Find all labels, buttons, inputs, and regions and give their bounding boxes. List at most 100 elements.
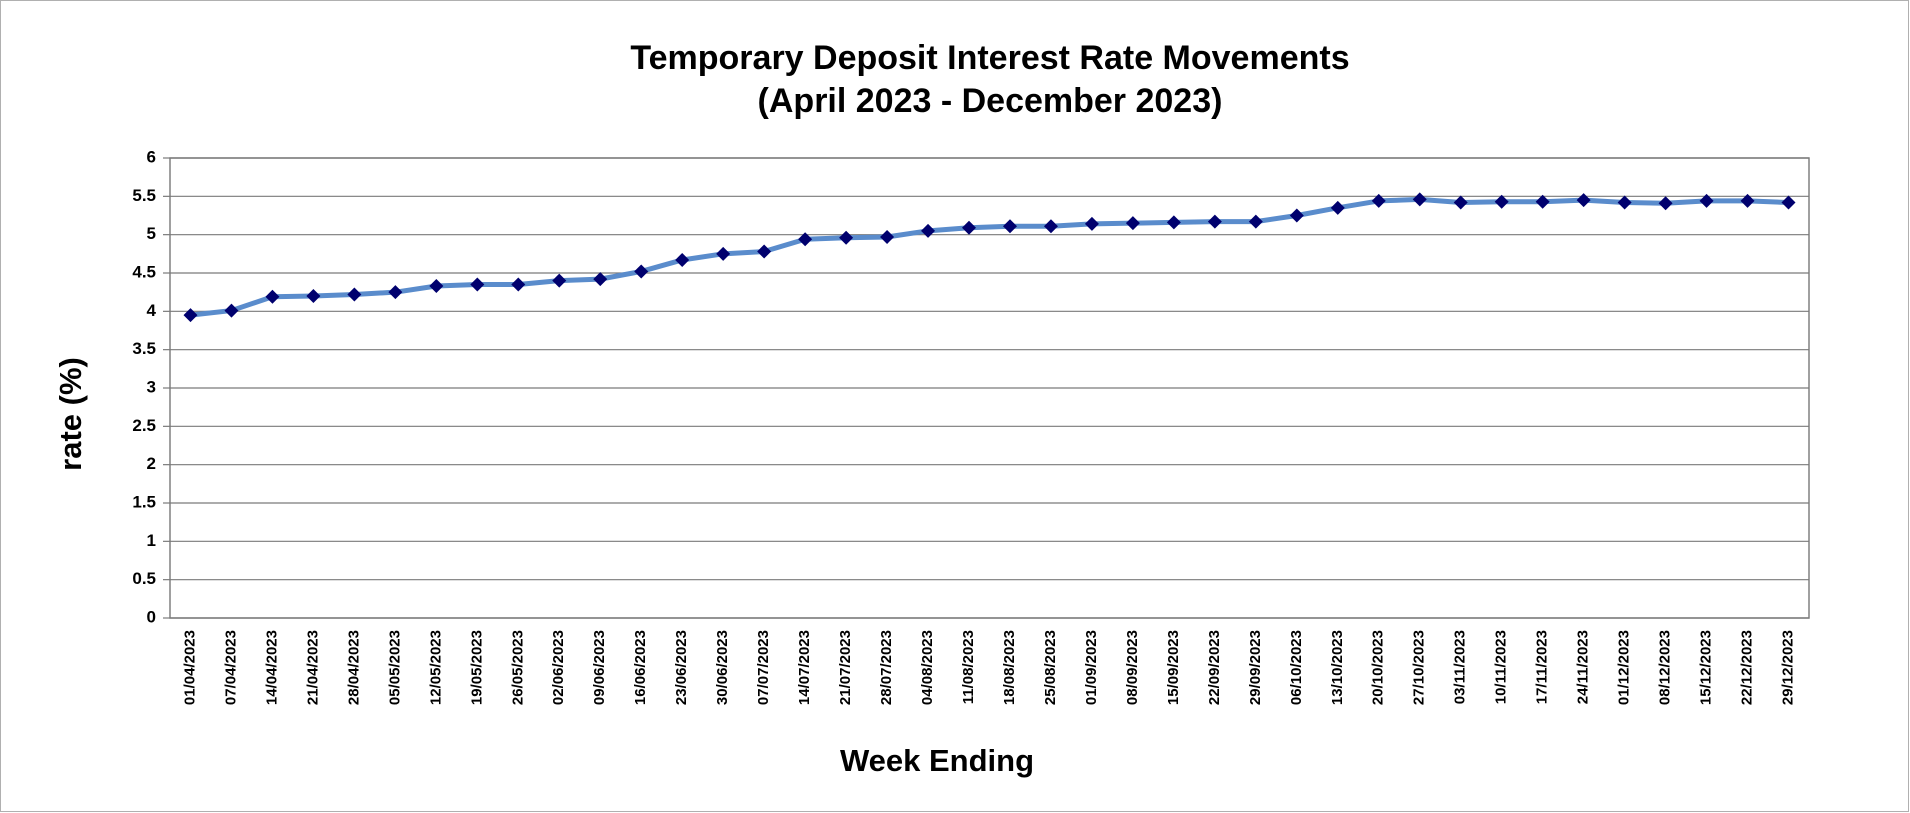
y-tick-label: 3.5 bbox=[132, 339, 156, 358]
x-axis-label: Week Ending bbox=[840, 743, 1034, 778]
data-point bbox=[1371, 193, 1386, 208]
x-tick-label: 23/06/2023 bbox=[673, 630, 690, 705]
x-tick-label: 29/12/2023 bbox=[1779, 630, 1796, 705]
x-tick-label: 07/07/2023 bbox=[755, 630, 772, 705]
data-point bbox=[921, 223, 936, 238]
data-point bbox=[511, 277, 526, 292]
y-tick-label: 5.5 bbox=[132, 186, 156, 205]
x-tick-label: 22/12/2023 bbox=[1739, 630, 1756, 705]
y-tick-label: 1.5 bbox=[132, 492, 156, 511]
x-tick-label: 06/10/2023 bbox=[1288, 630, 1305, 705]
data-point bbox=[1207, 214, 1222, 229]
y-tick-label: 2.5 bbox=[132, 416, 156, 435]
data-point bbox=[1658, 196, 1673, 211]
y-tick-label: 4 bbox=[147, 301, 157, 320]
data-point bbox=[1617, 195, 1632, 210]
x-tick-label: 04/08/2023 bbox=[919, 630, 936, 705]
y-tick-label: 0.5 bbox=[132, 569, 156, 588]
x-tick-label: 28/07/2023 bbox=[878, 630, 895, 705]
data-point bbox=[1084, 216, 1099, 231]
x-tick-label: 21/04/2023 bbox=[304, 630, 321, 705]
x-tick-label: 08/12/2023 bbox=[1657, 630, 1674, 705]
data-point bbox=[962, 220, 977, 235]
data-point bbox=[634, 264, 649, 279]
data-point bbox=[1412, 192, 1427, 207]
x-tick-label: 30/06/2023 bbox=[714, 630, 731, 705]
y-tick-label: 5 bbox=[147, 224, 156, 243]
x-tick-label: 29/09/2023 bbox=[1247, 630, 1264, 705]
x-tick-label: 01/09/2023 bbox=[1083, 630, 1100, 705]
x-tick-label: 12/05/2023 bbox=[427, 630, 444, 705]
data-point bbox=[183, 308, 198, 323]
y-tick-label: 6 bbox=[147, 147, 156, 166]
data-point bbox=[265, 289, 280, 304]
data-point bbox=[839, 230, 854, 245]
data-point bbox=[880, 229, 895, 244]
y-tick-label: 0 bbox=[147, 607, 156, 626]
x-tick-label: 13/10/2023 bbox=[1329, 630, 1346, 705]
data-point bbox=[429, 279, 444, 294]
x-tick-label: 15/09/2023 bbox=[1165, 630, 1182, 705]
x-tick-label: 27/10/2023 bbox=[1411, 630, 1428, 705]
x-tick-label: 03/11/2023 bbox=[1452, 630, 1469, 704]
x-tick-label: 08/09/2023 bbox=[1124, 630, 1141, 705]
x-tick-label: 11/08/2023 bbox=[960, 630, 977, 704]
data-point bbox=[757, 244, 772, 259]
data-point bbox=[552, 273, 567, 288]
y-tick-label: 3 bbox=[147, 377, 156, 396]
x-tick-label: 09/06/2023 bbox=[591, 630, 608, 705]
data-point bbox=[224, 303, 239, 318]
x-tick-label: 10/11/2023 bbox=[1493, 630, 1510, 704]
data-point bbox=[1125, 216, 1140, 231]
data-point bbox=[1576, 193, 1591, 208]
x-tick-label: 01/12/2023 bbox=[1616, 630, 1633, 705]
data-point bbox=[1043, 219, 1058, 234]
y-tick-label: 2 bbox=[147, 454, 156, 473]
y-tick-label: 4.5 bbox=[132, 262, 156, 281]
x-tick-label: 24/11/2023 bbox=[1575, 630, 1592, 704]
data-point bbox=[1453, 195, 1468, 210]
x-tick-label: 07/04/2023 bbox=[222, 630, 239, 705]
x-tick-label: 19/05/2023 bbox=[468, 630, 485, 705]
x-tick-label: 17/11/2023 bbox=[1534, 630, 1551, 704]
x-tick-label: 18/08/2023 bbox=[1001, 630, 1018, 705]
data-point bbox=[347, 287, 362, 302]
data-point bbox=[1494, 194, 1509, 209]
data-point bbox=[1289, 208, 1304, 223]
data-point bbox=[388, 285, 403, 300]
data-point bbox=[1330, 200, 1345, 215]
data-point bbox=[306, 289, 321, 303]
line-series bbox=[190, 196, 1789, 318]
data-point bbox=[1535, 194, 1550, 209]
x-tick-label: 26/05/2023 bbox=[509, 630, 526, 705]
data-point bbox=[1781, 195, 1796, 210]
x-tick-label: 16/06/2023 bbox=[632, 630, 649, 705]
data-point bbox=[1740, 193, 1755, 208]
x-tick-label: 21/07/2023 bbox=[837, 630, 854, 705]
data-point bbox=[716, 246, 731, 261]
data-point bbox=[1002, 219, 1017, 234]
y-axis-label: rate (%) bbox=[53, 357, 88, 471]
data-point bbox=[675, 252, 690, 267]
x-tick-label: 20/10/2023 bbox=[1370, 630, 1387, 705]
data-point bbox=[1166, 215, 1181, 230]
y-tick-label: 1 bbox=[147, 531, 156, 550]
data-point bbox=[1699, 193, 1714, 208]
x-tick-label: 14/07/2023 bbox=[796, 630, 813, 705]
chart-title: Temporary Deposit Interest Rate Movement… bbox=[630, 39, 1349, 77]
x-tick-label: 28/04/2023 bbox=[345, 630, 362, 705]
x-tick-label: 25/08/2023 bbox=[1042, 630, 1059, 705]
x-tick-label: 14/04/2023 bbox=[263, 630, 280, 705]
data-point bbox=[593, 272, 608, 287]
data-point bbox=[798, 232, 813, 247]
x-tick-label: 01/04/2023 bbox=[181, 630, 198, 705]
x-tick-label: 05/05/2023 bbox=[386, 630, 403, 705]
data-point bbox=[470, 277, 485, 292]
x-tick-label: 22/09/2023 bbox=[1206, 630, 1223, 705]
chart-subtitle: (April 2023 - December 2023) bbox=[758, 82, 1223, 120]
x-tick-label: 15/12/2023 bbox=[1698, 630, 1715, 705]
x-tick-label: 02/06/2023 bbox=[550, 630, 567, 705]
data-point bbox=[1248, 214, 1263, 229]
